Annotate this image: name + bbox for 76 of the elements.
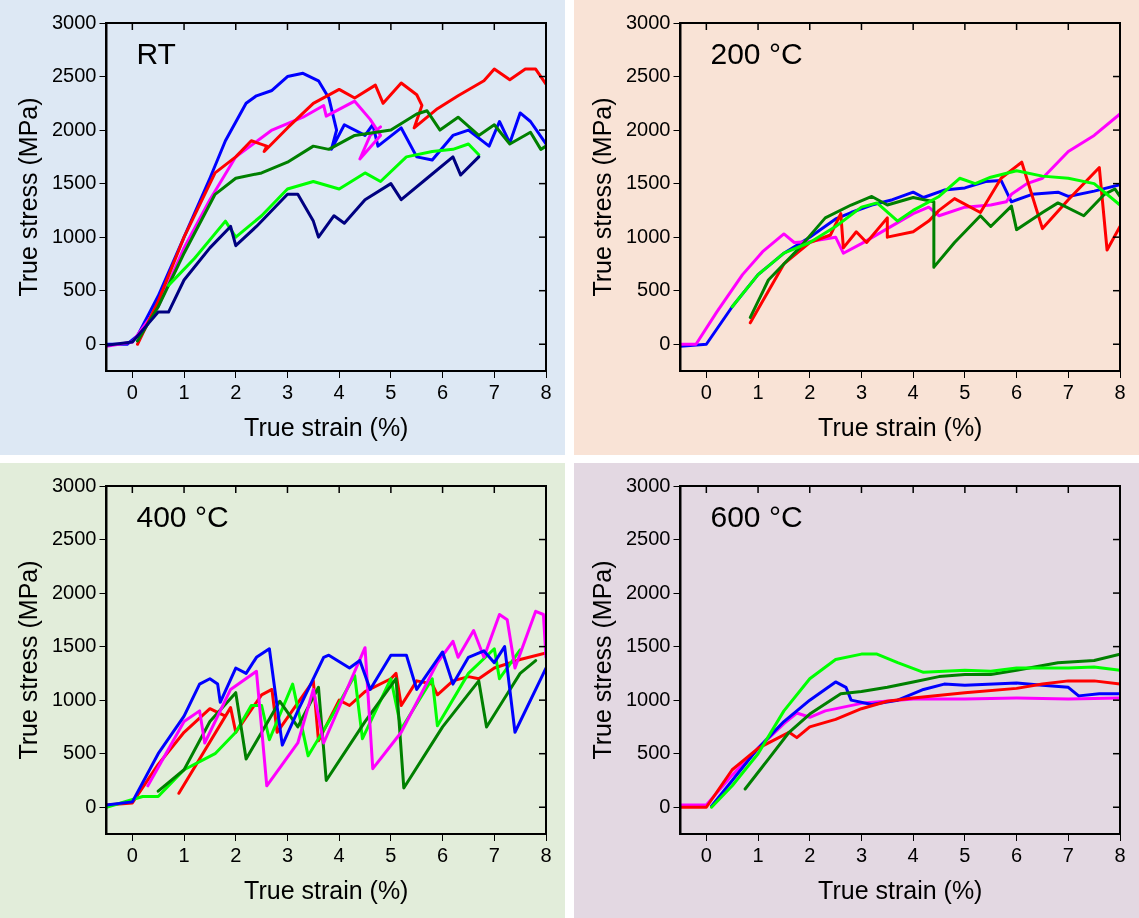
y-tick-label: 2500 [51, 527, 97, 550]
x-tick-label: 5 [959, 843, 971, 866]
x-tick-label: 0 [126, 843, 138, 866]
y-tick-label: 1500 [625, 171, 671, 194]
y-tick-label: 2000 [625, 117, 671, 140]
annotation: 200 °C [710, 37, 803, 71]
y-tick-label: 2500 [51, 64, 97, 87]
x-tick-label: 7 [488, 843, 500, 866]
x-tick-label: 2 [230, 380, 242, 403]
y-axis-title: True stress (MPa) [587, 97, 616, 297]
x-tick-label: 5 [959, 380, 971, 403]
y-tick-label: 0 [659, 794, 671, 817]
x-tick-label: 7 [1062, 380, 1074, 403]
y-tick-label: 1500 [51, 171, 97, 194]
annotation: 400 °C [136, 500, 229, 534]
y-tick-label: 1000 [625, 687, 671, 710]
y-axis-title: True stress (MPa) [13, 97, 42, 297]
y-tick-label: 3000 [625, 473, 671, 496]
x-tick-label: 1 [178, 843, 190, 866]
x-tick-label: 6 [1011, 380, 1023, 403]
y-tick-label: 1500 [51, 634, 97, 657]
y-tick-label: 2500 [625, 527, 671, 550]
x-tick-label: 3 [855, 843, 868, 866]
y-tick-label: 1000 [51, 687, 97, 710]
y-tick-label: 2000 [51, 117, 97, 140]
y-tick-label: 1000 [51, 224, 97, 247]
x-tick-label: 7 [488, 380, 500, 403]
x-tick-label: 1 [178, 380, 190, 403]
x-tick-label: 2 [804, 843, 816, 866]
x-axis-title: True strain (%) [818, 412, 983, 441]
x-tick-label: 3 [281, 380, 294, 403]
x-tick-label: 4 [333, 843, 345, 866]
y-tick-label: 0 [85, 794, 97, 817]
x-tick-label: 4 [907, 380, 919, 403]
x-tick-label: 6 [437, 380, 449, 403]
x-tick-label: 0 [700, 380, 712, 403]
x-tick-label: 3 [281, 843, 294, 866]
x-tick-label: 2 [230, 843, 242, 866]
y-tick-label: 1500 [625, 634, 671, 657]
x-tick-label: 5 [385, 380, 397, 403]
y-tick-label: 500 [63, 741, 97, 764]
y-tick-label: 1000 [625, 224, 671, 247]
y-tick-label: 2000 [51, 580, 97, 603]
x-tick-label: 0 [700, 843, 712, 866]
x-tick-label: 4 [333, 380, 345, 403]
y-axis-title: True stress (MPa) [587, 560, 616, 760]
x-tick-label: 4 [907, 843, 919, 866]
y-tick-label: 3000 [625, 10, 671, 33]
x-tick-label: 8 [1114, 380, 1126, 403]
x-tick-label: 8 [540, 380, 552, 403]
x-axis-title: True strain (%) [244, 875, 409, 904]
x-tick-label: 6 [1011, 843, 1023, 866]
x-axis-title: True strain (%) [818, 875, 983, 904]
x-tick-label: 2 [804, 380, 816, 403]
y-tick-label: 2500 [625, 64, 671, 87]
y-axis-title: True stress (MPa) [13, 560, 42, 760]
annotation: RT [136, 37, 176, 71]
x-tick-label: 8 [540, 843, 552, 866]
y-tick-label: 3000 [51, 10, 97, 33]
x-tick-label: 6 [437, 843, 449, 866]
y-tick-label: 500 [637, 278, 671, 301]
x-tick-label: 3 [855, 380, 868, 403]
x-tick-label: 1 [752, 843, 764, 866]
y-tick-label: 500 [63, 278, 97, 301]
x-tick-label: 8 [1114, 843, 1126, 866]
y-tick-label: 2000 [625, 580, 671, 603]
y-tick-label: 0 [659, 331, 671, 354]
annotation: 600 °C [710, 500, 803, 534]
y-tick-label: 0 [85, 331, 97, 354]
x-tick-label: 5 [385, 843, 397, 866]
x-axis-title: True strain (%) [244, 412, 409, 441]
y-tick-label: 500 [637, 741, 671, 764]
y-tick-label: 3000 [51, 473, 97, 496]
x-tick-label: 7 [1062, 843, 1074, 866]
x-tick-label: 1 [752, 380, 764, 403]
x-tick-label: 0 [126, 380, 138, 403]
